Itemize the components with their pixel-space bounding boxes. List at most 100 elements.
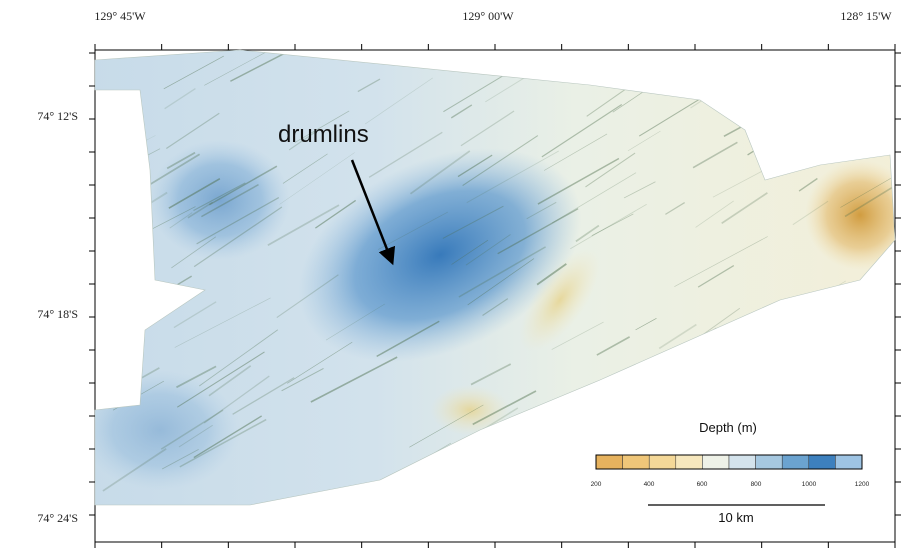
hillshade-streak — [209, 165, 278, 206]
hillshade-streak — [267, 204, 340, 247]
hillshade-streak — [858, 60, 895, 116]
hillshade-streak — [166, 151, 196, 170]
hillshade-streak — [314, 199, 357, 229]
hillshade-streak — [364, 77, 433, 125]
hillshade-streak — [193, 415, 263, 459]
hillshade-streak — [310, 356, 398, 403]
legend-tick-1000: 1000 — [802, 481, 817, 488]
hillshade-streak — [537, 157, 620, 205]
depth-colorbar-ticks: 200 400 600 800 1000 1200 — [591, 481, 870, 488]
hillshade-streak — [466, 435, 543, 477]
colorbar-segment — [728, 454, 756, 470]
hillshade-streak — [163, 55, 224, 90]
hillshade-streak — [552, 172, 637, 224]
hillshade-streak — [575, 224, 600, 243]
bathymetry-swath — [95, 50, 895, 505]
hillshade-streak — [166, 112, 220, 149]
hillshade-streak — [813, 86, 888, 130]
hillshade-streak — [287, 341, 353, 384]
longitude-label-right: 128° 15'W — [840, 9, 892, 23]
hillshade-streak — [848, 283, 869, 297]
hillshade-streak — [161, 449, 199, 470]
hillshade-streak — [692, 141, 738, 169]
hillshade-streak — [169, 212, 193, 229]
hillshade-streak — [451, 239, 489, 265]
colorbar-segment — [622, 454, 650, 470]
hillshade-streak — [585, 152, 636, 188]
hillshade-streak — [849, 308, 893, 337]
hillshade-streak — [472, 390, 537, 426]
hillshade-streak — [294, 110, 350, 143]
colorbar-segment — [781, 454, 810, 470]
hillshade-streak — [376, 320, 440, 358]
hillshade-streak — [543, 133, 608, 171]
legend-tick-400: 400 — [644, 481, 655, 488]
hillshade-streak — [325, 303, 385, 341]
hillshade-streak — [685, 373, 742, 410]
hillshade-streak — [174, 297, 271, 348]
hillshade-streak — [844, 184, 895, 218]
hillshade-streak — [279, 152, 355, 205]
hillshade-streak — [802, 92, 850, 125]
hillshade-streak — [614, 425, 651, 446]
hillshade-streak — [470, 363, 512, 386]
drumlins-arrow — [350, 159, 396, 266]
hillshade-streak — [457, 154, 493, 178]
hillshade-streak — [465, 234, 511, 266]
hillshade-streak — [860, 136, 886, 155]
hillshade-streak — [409, 404, 484, 448]
hillshade-streak — [695, 200, 734, 228]
hillshade-streak — [196, 197, 280, 245]
hillshade-streak — [551, 321, 604, 350]
hillshade-streak — [282, 153, 328, 184]
hillshade-streak — [708, 351, 742, 372]
hillshade-streak — [591, 213, 634, 236]
hillshade-streak — [377, 211, 448, 250]
hillshade-streak — [541, 103, 623, 158]
hillshade-streak — [450, 104, 473, 119]
hillshade-streak — [674, 236, 768, 287]
hillshade-streak — [164, 88, 196, 110]
hillshade-streak — [168, 177, 221, 209]
hillshade-streak — [173, 301, 217, 329]
hillshade-streak — [798, 177, 818, 192]
drumlins-label: drumlins — [278, 121, 369, 148]
hillshade-streak — [177, 351, 265, 408]
hillshade-streak — [193, 182, 246, 211]
hillshade-streak — [747, 127, 792, 156]
hillshade-streak — [179, 418, 267, 468]
hillshade-streak — [201, 183, 259, 218]
hillshade-streak — [187, 201, 213, 219]
swath-outline — [94, 49, 896, 506]
legend-title: Depth (m) — [699, 420, 757, 435]
colorbar-segment — [835, 454, 863, 470]
legend-tick-200: 200 — [591, 481, 602, 488]
hillshade-streak — [281, 368, 324, 392]
hillshade-streak — [357, 78, 381, 93]
hillshade-streak — [457, 432, 543, 487]
legend-tick-800: 800 — [751, 481, 762, 488]
hillshade-streak — [697, 265, 735, 288]
hillshade-streak — [840, 157, 895, 208]
hillshade-streak — [143, 153, 201, 189]
latitude-label-bottom: 74° 24'S — [37, 511, 78, 525]
colorbar-segment — [675, 454, 703, 470]
hillshade-streak — [536, 263, 567, 286]
hillshade-streak — [102, 448, 167, 492]
hillshade-streak — [466, 150, 559, 204]
hillshade-streak — [596, 336, 630, 356]
hillshade-streak — [721, 192, 768, 224]
hillshade-streak — [208, 365, 252, 397]
hillshade-streak — [409, 150, 471, 195]
hillshade-streak — [160, 409, 224, 450]
colorbar-segment — [595, 454, 623, 470]
hillshade-streak — [840, 53, 883, 82]
hillshade-streak — [276, 274, 339, 319]
hillshade-streak — [171, 236, 217, 269]
hillshade-streak — [232, 377, 295, 415]
hillshade-streak — [658, 323, 697, 350]
hillshade-streak — [460, 110, 515, 147]
hillshade-streak — [230, 50, 316, 82]
hillshade-streak — [631, 364, 650, 378]
hillshade-streak — [442, 205, 504, 239]
